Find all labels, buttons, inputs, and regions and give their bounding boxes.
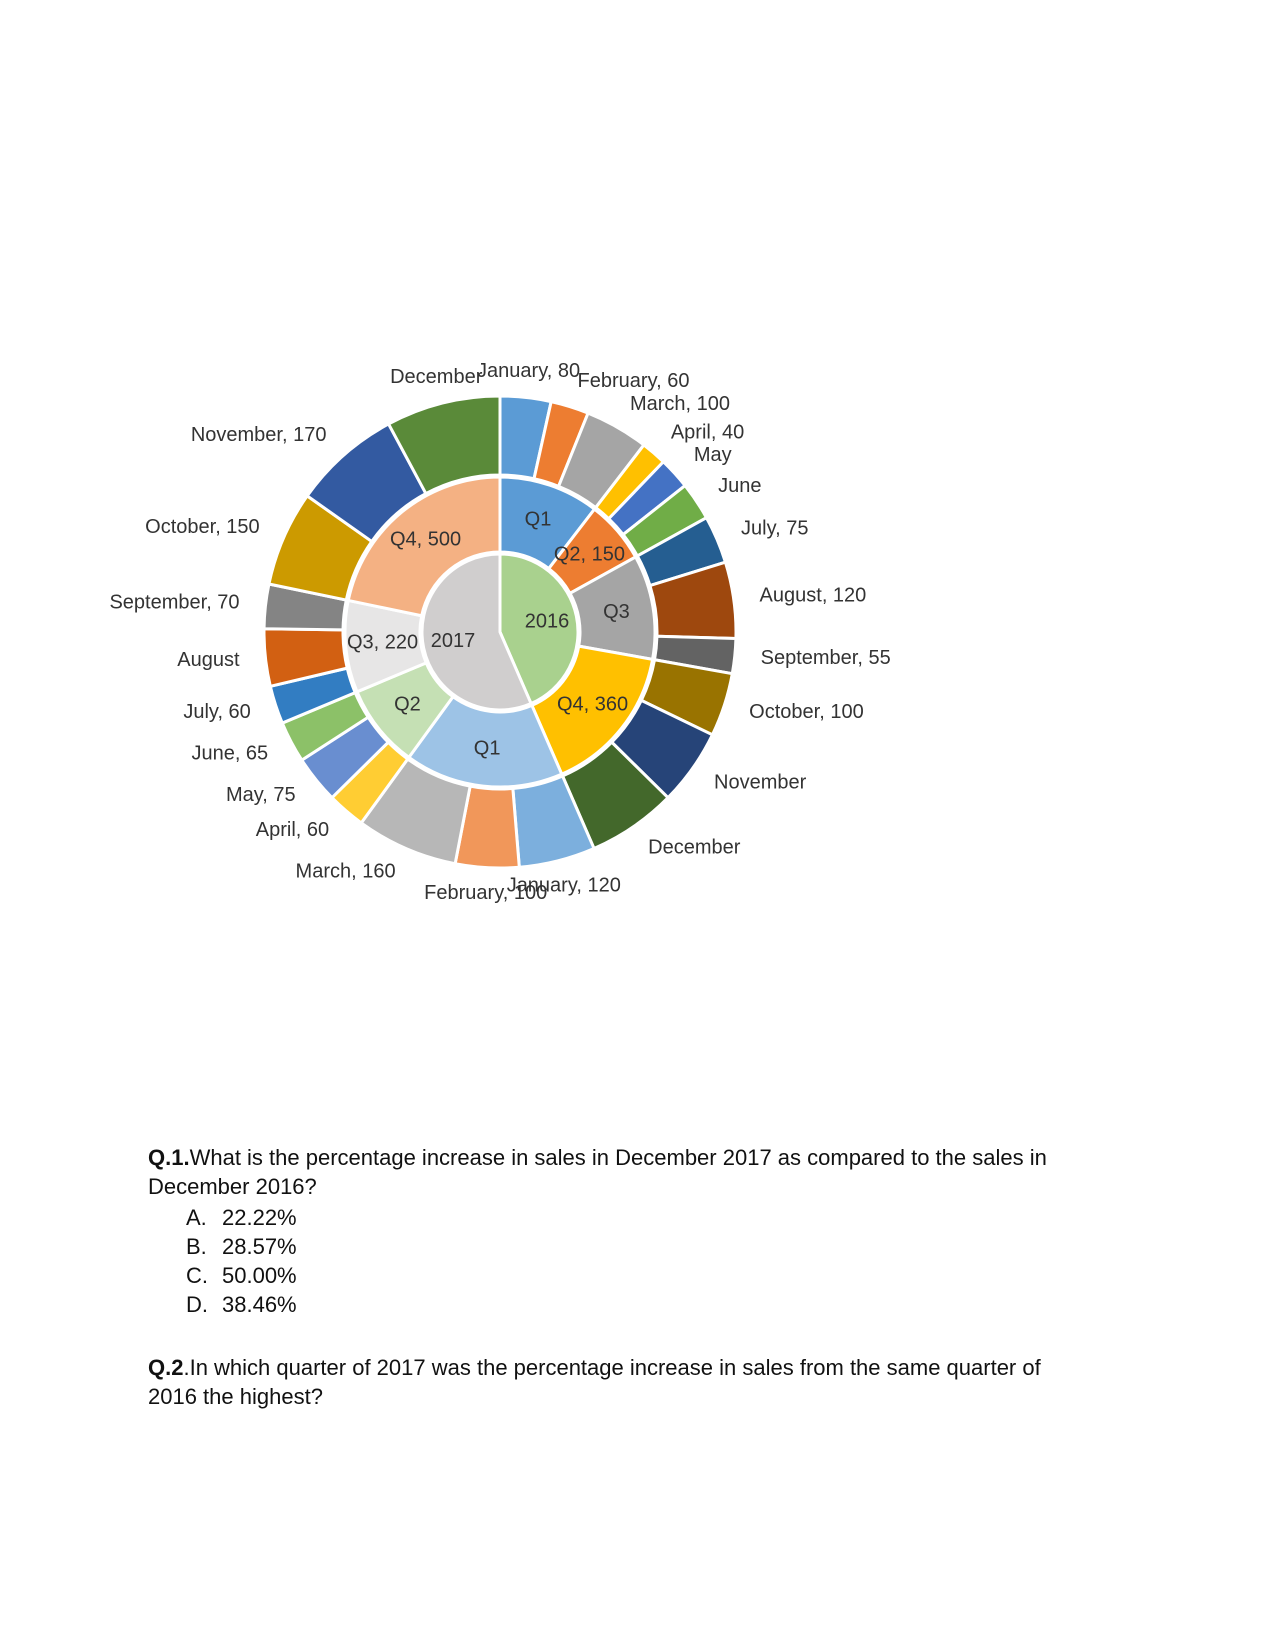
quarter-label-2016-q2: Q2, 150 — [554, 543, 625, 565]
month-label-2016-october: October, 100 — [749, 701, 864, 723]
quarter-label-2016-q3: Q3 — [603, 601, 630, 623]
option-letter: C. — [186, 1263, 208, 1288]
option-a[interactable]: A. 22.22% — [186, 1203, 1088, 1232]
question-1-text: What is the percentage increase in sales… — [148, 1145, 1047, 1199]
year-label-2016: 2016 — [525, 611, 570, 633]
quarter-label-2016-q4: Q4, 360 — [557, 693, 628, 715]
month-label-2016-december: December — [648, 836, 741, 858]
option-text: 50.00% — [222, 1263, 297, 1288]
month-label-2016-july: July, 75 — [741, 518, 808, 540]
month-label-2016-march: March, 100 — [630, 393, 730, 415]
month-label-2017-april: April, 60 — [256, 819, 329, 841]
quarter-label-2017-q2: Q2 — [394, 693, 421, 715]
month-label-2017-august: August — [177, 649, 240, 671]
question-2-label: Q.2 — [148, 1355, 184, 1380]
option-letter: D. — [186, 1292, 208, 1317]
option-letter: B. — [186, 1234, 207, 1259]
month-label-2017-may: May, 75 — [226, 784, 296, 806]
month-label-2016-august: August, 120 — [760, 585, 867, 607]
quarter-label-2017-q4: Q4, 500 — [390, 529, 461, 551]
month-label-2016-january: January, 80 — [477, 360, 580, 382]
option-c[interactable]: C. 50.00% — [186, 1261, 1088, 1290]
month-label-2016-april: April, 40 — [671, 422, 744, 444]
month-label-2016-february: February, 60 — [578, 370, 690, 392]
option-text: 38.46% — [222, 1292, 297, 1317]
month-label-2017-december: December — [390, 366, 483, 388]
month-wedge-2017-december — [387, 394, 502, 496]
year-wedge-2016 — [498, 552, 580, 706]
month-label-2017-september: September, 70 — [109, 592, 239, 614]
month-label-2017-november: November, 170 — [191, 424, 327, 446]
year-wedge-2017 — [420, 552, 533, 712]
option-d[interactable]: D. 38.46% — [186, 1290, 1088, 1319]
month-label-2016-june: June — [718, 475, 761, 497]
option-b[interactable]: B. 28.57% — [186, 1232, 1088, 1261]
question-1-options: A. 22.22% B. 28.57% C. 50.00% D. 38.46% — [148, 1203, 1088, 1319]
month-label-2017-july: July, 60 — [183, 701, 250, 723]
quarter-label-2017-q1: Q1 — [474, 738, 501, 760]
quarter-label-2016-q1: Q1 — [525, 509, 552, 531]
month-label-2017-june: June, 65 — [191, 742, 268, 764]
month-label-2017-january: January, 120 — [507, 874, 621, 896]
month-label-2017-march: March, 160 — [296, 861, 396, 883]
month-label-2017-october: October, 150 — [145, 516, 260, 538]
question-2: Q.2.In which quarter of 2017 was the per… — [148, 1353, 1088, 1411]
month-label-2016-september: September, 55 — [761, 647, 891, 669]
year-label-2017: 2017 — [431, 630, 476, 652]
question-1: Q.1.What is the percentage increase in s… — [148, 1143, 1088, 1319]
month-label-2017-february: February, 100 — [424, 882, 547, 904]
question-2-text: .In which quarter of 2017 was the percen… — [148, 1355, 1041, 1409]
quarter-wedge-2017-q4 — [346, 475, 502, 618]
option-text: 22.22% — [222, 1205, 297, 1230]
quarter-label-2017-q3: Q3, 220 — [347, 632, 418, 654]
question-1-label: Q.1. — [148, 1145, 190, 1170]
month-label-2016-may: May — [694, 444, 732, 466]
option-letter: A. — [186, 1205, 207, 1230]
month-label-2016-november: November — [714, 771, 807, 793]
option-text: 28.57% — [222, 1234, 297, 1259]
